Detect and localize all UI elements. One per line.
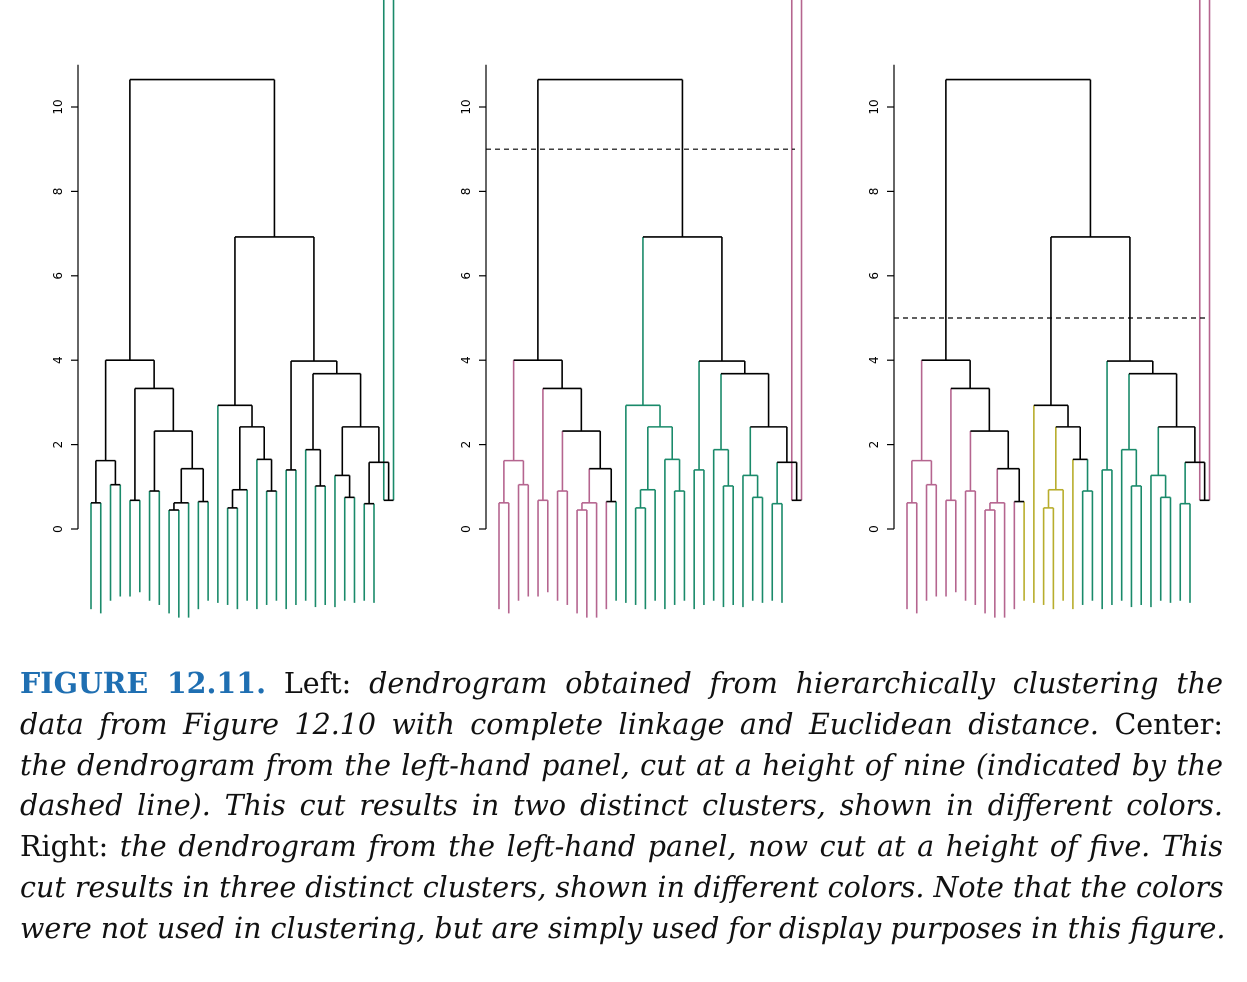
y-tick-label: 8	[459, 188, 473, 196]
y-tick-label: 8	[51, 188, 65, 196]
caption-text-3: the dendrogram from the left-hand panel,…	[20, 748, 1223, 782]
y-tick-label: 2	[459, 441, 473, 449]
caption-text-2: data from Figure 12.10 with complete lin…	[20, 707, 1099, 741]
caption-center-label: Center:	[1114, 707, 1224, 741]
caption-text-6: cut results in three distinct clusters, …	[20, 870, 1224, 904]
y-tick-label: 6	[867, 272, 881, 280]
caption-left-label: Left:	[283, 667, 352, 700]
y-tick-label: 10	[51, 99, 65, 114]
y-tick-label: 10	[867, 99, 881, 114]
y-tick-label: 6	[459, 272, 473, 280]
y-tick-label: 4	[51, 356, 65, 364]
y-tick-label: 2	[867, 441, 881, 449]
figure-caption: FIGURE 12.11. Left: dendrogram obtained …	[20, 663, 1226, 950]
y-tick-label: 6	[51, 272, 65, 280]
figure-label: FIGURE 12.11.	[20, 666, 267, 700]
caption-right-label: Right:	[20, 830, 109, 864]
y-tick-label: 4	[867, 356, 881, 364]
caption-text-1: dendrogram obtained from hierarchically …	[369, 667, 1224, 700]
caption-text-5: the dendrogram from the left-hand panel,…	[119, 830, 1223, 864]
caption-text-4: dashed line). This cut results in two di…	[20, 789, 1223, 823]
figure-dendrograms: 0 2 4 6 8 10 0 2 4 6 8 10 0 2 4 6 8 10	[51, 0, 1211, 618]
y-tick-label: 2	[51, 441, 65, 449]
y-tick-label: 4	[459, 356, 473, 364]
y-tick-label: 10	[459, 99, 473, 114]
caption-text-7: were not used in clustering, but are sim…	[20, 911, 1226, 945]
y-tick-label: 0	[867, 525, 881, 533]
y-tick-label: 8	[867, 188, 881, 196]
y-tick-label: 0	[459, 525, 473, 533]
y-tick-label: 0	[51, 525, 65, 533]
